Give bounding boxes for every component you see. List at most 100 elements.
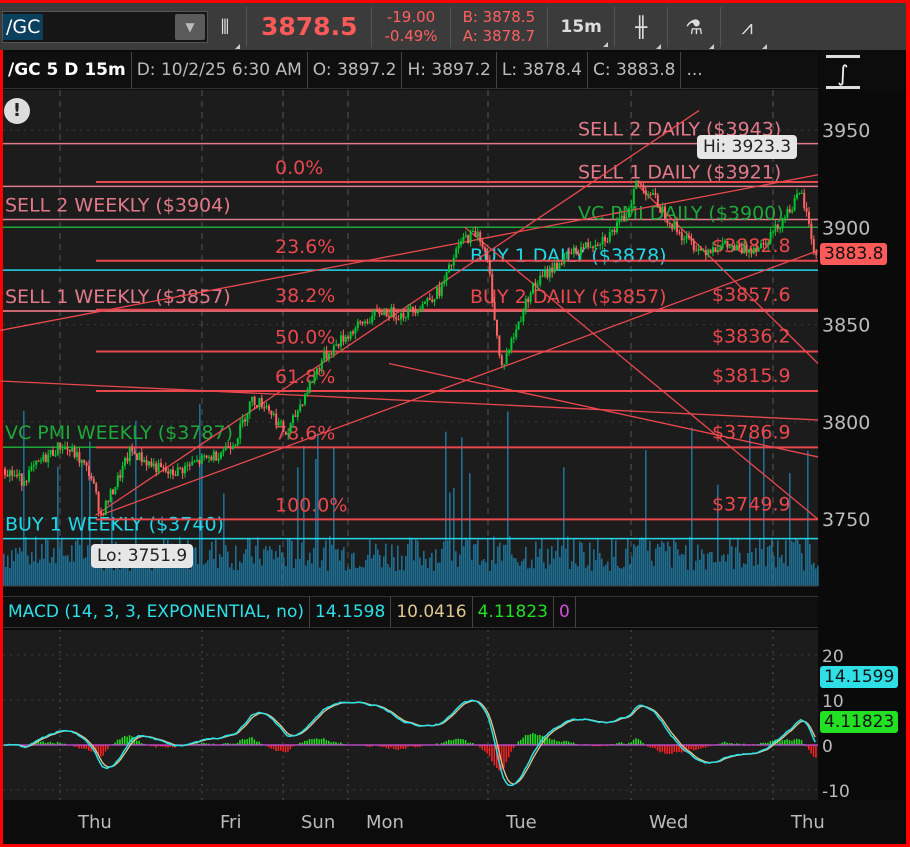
- candle-body: [496, 319, 498, 336]
- volume-bar: [661, 541, 663, 586]
- volume-bar: [91, 550, 93, 586]
- volume-bar: [341, 550, 343, 586]
- histogram-bar: [253, 739, 256, 745]
- volume-bar: [265, 546, 267, 586]
- volume-bar: [567, 536, 569, 586]
- volume-bar: [373, 554, 375, 586]
- more-button[interactable]: ...: [686, 59, 703, 80]
- timeframe-button[interactable]: 15m: [552, 17, 610, 47]
- volume-bar: [247, 537, 249, 586]
- high-bubble: Hi: 3923.3: [697, 135, 798, 159]
- chart-symbol[interactable]: /GC 5 D 15m: [3, 51, 132, 89]
- volume-bar: [545, 568, 547, 586]
- histogram-bar: [764, 742, 767, 745]
- histogram-bar: [553, 739, 556, 745]
- histogram-bar: [455, 738, 457, 745]
- chevron-down-icon[interactable]: ▼: [175, 13, 205, 40]
- volume-bar: [89, 441, 91, 586]
- candle-body: [400, 313, 402, 320]
- volume-bar: [531, 559, 533, 586]
- price-tick-label: 3850: [822, 315, 870, 337]
- volume-bar: [287, 538, 289, 586]
- histogram-bar: [505, 745, 508, 763]
- volume-bar: [639, 538, 641, 586]
- candle-body: [536, 284, 539, 286]
- candle-body: [558, 263, 561, 270]
- histogram-bar: [325, 740, 328, 745]
- candle-body: [284, 431, 287, 435]
- link-icon[interactable]: ⫴: [208, 15, 242, 49]
- volume-bar: [445, 431, 447, 586]
- volume-bar: [315, 459, 317, 586]
- volume-bar: [543, 562, 545, 586]
- histogram-bar: [280, 745, 282, 751]
- volume-bar: [143, 561, 145, 586]
- volume-bar: [647, 550, 649, 586]
- candle-body: [378, 310, 381, 314]
- candle-body: [716, 249, 719, 252]
- macd-diff-tag: 4.11823: [820, 711, 899, 733]
- histogram-bar: [212, 743, 215, 745]
- candle-body: [318, 368, 321, 370]
- candle-body: [740, 247, 743, 254]
- volume-bar: [459, 554, 461, 586]
- candle-body: [731, 245, 734, 247]
- volume-bar: [619, 568, 621, 586]
- fib-pct-label: 50.0%: [275, 326, 335, 348]
- volume-bar: [541, 539, 543, 586]
- volume-bar: [809, 544, 811, 586]
- histogram-bar: [721, 742, 724, 745]
- volume-bar: [699, 559, 701, 586]
- volume-bar: [731, 546, 733, 586]
- histogram-bar: [464, 740, 467, 745]
- candlestick-style-icon[interactable]: ╫: [619, 15, 663, 49]
- histogram-bar: [126, 736, 128, 745]
- studies-flask-icon[interactable]: ⚗: [672, 15, 716, 49]
- volume-bar: [405, 555, 407, 586]
- exclamation-icon[interactable]: !: [4, 98, 30, 124]
- candle-body: [505, 353, 508, 365]
- volume-bar: [377, 549, 379, 586]
- volume-bar: [83, 558, 85, 586]
- histogram-bar: [304, 740, 306, 745]
- volume-bar: [221, 556, 223, 586]
- volume-bar: [227, 551, 229, 586]
- volume-bar: [489, 570, 491, 586]
- histogram-bar: [484, 745, 486, 752]
- volume-bar: [783, 563, 785, 586]
- study-settings-icon[interactable]: ∫: [826, 55, 860, 89]
- volume-bar: [397, 545, 399, 586]
- histogram-bar: [728, 743, 731, 745]
- candle-body: [517, 321, 520, 330]
- volume-bar: [39, 559, 41, 586]
- volume-bar: [209, 550, 211, 586]
- volume-bar: [603, 566, 605, 586]
- histogram-bar: [76, 745, 78, 747]
- histogram-bar: [114, 742, 116, 745]
- volume-bar: [439, 562, 441, 586]
- volume-bar: [99, 566, 101, 586]
- volume-bar: [805, 538, 807, 586]
- histogram-bar: [529, 734, 532, 745]
- macd-avg: 10.0416: [391, 596, 473, 628]
- histogram-bar: [193, 743, 196, 745]
- histogram-bar: [738, 743, 740, 745]
- histogram-bar: [635, 738, 637, 745]
- drawings-icon[interactable]: ⩘: [725, 15, 769, 49]
- candle-body: [186, 464, 189, 466]
- fib-pct-label: 38.2%: [275, 285, 335, 307]
- histogram-bar: [560, 741, 563, 745]
- candle-body: [709, 249, 712, 253]
- symbol-value: /GC: [3, 13, 44, 40]
- candle-body: [344, 336, 347, 342]
- candle-body: [287, 432, 290, 435]
- histogram-bar: [443, 742, 445, 745]
- volume-bar: [571, 561, 573, 586]
- candle-body: [762, 243, 765, 245]
- volume-bar: [463, 546, 465, 586]
- volume-bar: [757, 564, 759, 586]
- histogram-bar: [678, 745, 680, 752]
- symbol-input[interactable]: /GC ▼: [2, 10, 208, 43]
- volume-bar: [235, 545, 237, 586]
